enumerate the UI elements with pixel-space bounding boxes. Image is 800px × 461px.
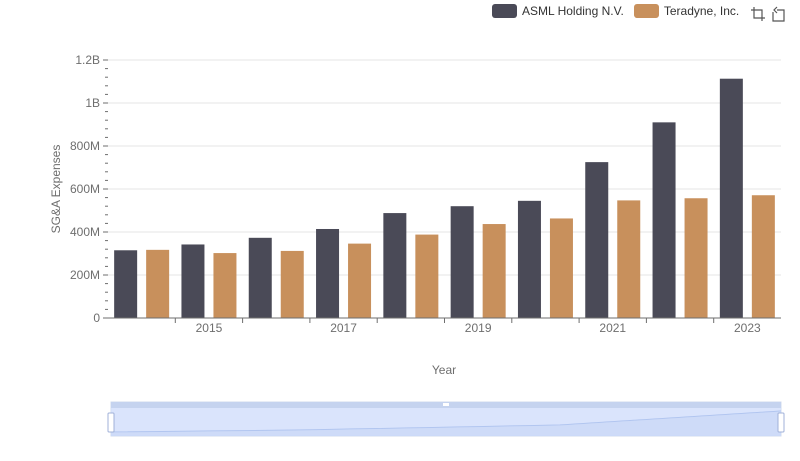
y-axis-minor-ticks [105, 68, 108, 310]
bar-teradyne-2023[interactable] [751, 195, 775, 318]
y-tick-label: 400M [70, 225, 100, 239]
legend-swatch-teradyne [633, 4, 659, 18]
bar-teradyne-2022[interactable] [684, 198, 708, 318]
zoom-icon[interactable] [750, 6, 766, 22]
x-tick-label: 2015 [196, 321, 223, 335]
bar-teradyne-2020[interactable] [549, 218, 573, 318]
data-zoom-preview-area [111, 411, 781, 436]
legend: ASML Holding N.V. Teradyne, Inc. [492, 4, 749, 18]
bar-teradyne-2021[interactable] [617, 200, 641, 318]
bar-asml-2022[interactable] [652, 122, 676, 318]
x-tick-label: 2023 [734, 321, 761, 335]
bar-teradyne-2019[interactable] [482, 224, 506, 318]
bar-teradyne-2018[interactable] [415, 234, 439, 318]
bar-teradyne-2015[interactable] [213, 253, 237, 318]
x-axis-title: Year [432, 363, 456, 377]
bar-asml-2015[interactable] [181, 244, 205, 318]
y-tick-label: 800M [70, 139, 100, 153]
y-tick-label: 0 [93, 311, 100, 325]
toolbox [746, 6, 786, 22]
bar-asml-2023[interactable] [719, 78, 743, 318]
bar-asml-2016[interactable] [248, 237, 272, 318]
restore-icon[interactable] [770, 6, 786, 22]
data-zoom-move-grip[interactable] [443, 403, 449, 406]
data-zoom-handle-left[interactable] [107, 412, 115, 433]
data-zoom-handle-right[interactable] [777, 412, 785, 433]
y-tick-label: 1B [85, 96, 100, 110]
legend-item-teradyne[interactable]: Teradyne, Inc. [633, 4, 740, 18]
legend-item-asml[interactable]: ASML Holding N.V. [492, 4, 624, 18]
y-axis-title: SG&A Expenses [49, 145, 63, 234]
y-axis-ticks: 0 200M 400M 600M 800M 1B 1.2B [70, 53, 108, 325]
x-tick-label: 2017 [330, 321, 357, 335]
x-tick-label: 2021 [599, 321, 626, 335]
bar-asml-2019[interactable] [450, 206, 474, 318]
bar-asml-2021[interactable] [585, 162, 609, 318]
y-tick-label: 1.2B [75, 53, 100, 67]
y-tick-label: 600M [70, 182, 100, 196]
legend-label-teradyne: Teradyne, Inc. [663, 4, 740, 18]
bar-asml-2017[interactable] [316, 228, 340, 318]
bar-asml-2020[interactable] [517, 200, 541, 318]
legend-label-asml: ASML Holding N.V. [522, 4, 624, 18]
y-tick-label: 200M [70, 268, 100, 282]
x-axis-ticks: 2015 2017 2019 2021 2023 [174, 318, 761, 335]
bar-teradyne-2016[interactable] [280, 250, 304, 318]
bar-teradyne-2017[interactable] [348, 243, 372, 318]
x-tick-label: 2019 [465, 321, 492, 335]
bar-asml-2018[interactable] [383, 213, 407, 318]
legend-swatch-asml [492, 4, 517, 18]
bar-teradyne-2014[interactable] [146, 249, 170, 318]
data-zoom-slider[interactable] [107, 401, 785, 437]
gridlines [108, 59, 781, 319]
bars [114, 78, 775, 318]
bar-asml-2014[interactable] [114, 250, 138, 318]
